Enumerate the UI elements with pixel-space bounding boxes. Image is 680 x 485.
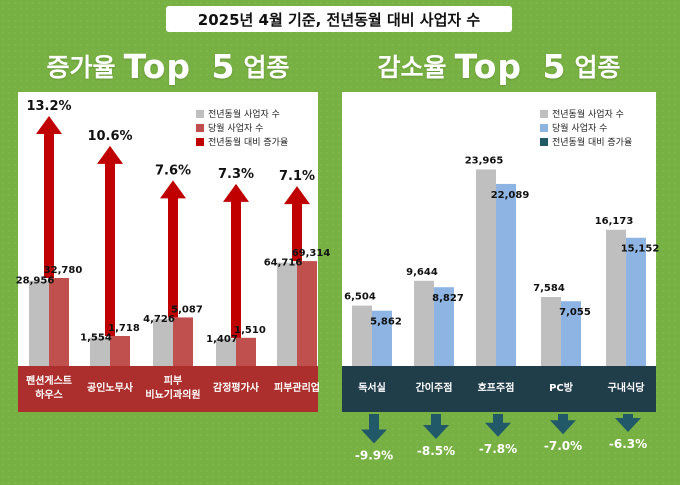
increase-legend-label-1: 당월 사업자 수 — [208, 122, 263, 134]
increase-legend-swatch-1 — [196, 124, 204, 132]
decrease-rate-label: -7.0% — [544, 439, 582, 453]
decrease-category-label: 간이주점 — [416, 381, 453, 394]
increase-legend-label-2: 전년동월 대비 증가율 — [208, 136, 288, 148]
decrease-prev-value-label: 7,584 — [533, 283, 565, 294]
increase-rate-label: 7.6% — [155, 163, 191, 178]
increase-cur-value-label: 1,510 — [234, 325, 266, 336]
increase-title-prefix: 증가율 — [46, 53, 116, 82]
decrease-cur-value-label: 5,862 — [370, 317, 402, 328]
increase-rate-arrow — [223, 183, 249, 338]
decrease-bar-prev — [541, 297, 561, 366]
decrease-bar-cur — [561, 301, 581, 366]
decrease-category-band — [342, 366, 656, 412]
increase-category-label: 피부 비뇨기과의원 — [145, 374, 200, 401]
decrease-rate-arrow — [423, 414, 449, 440]
decrease-bar-cur — [434, 287, 454, 366]
decrease-panel-title: 감소율 Top 5 업종 — [342, 44, 656, 88]
decrease-title-suffix: 업종 — [574, 53, 621, 82]
decrease-category-label: 호프주점 — [478, 381, 515, 394]
increase-bar-prev — [277, 262, 297, 366]
decrease-title-prefix: 감소율 — [377, 53, 447, 82]
increase-cur-value-label: 5,087 — [171, 304, 203, 315]
decrease-category-label: 구내식당 — [608, 381, 646, 394]
decrease-cur-value-label: 15,152 — [621, 244, 660, 255]
decrease-prev-value-label: 6,504 — [344, 292, 376, 303]
decrease-rate-label: -7.8% — [479, 442, 517, 456]
increase-bar-prev — [90, 337, 110, 366]
increase-legend-swatch-2 — [196, 138, 204, 146]
increase-rate-label: 13.2% — [26, 99, 71, 114]
increase-bar-cur — [236, 337, 256, 366]
increase-bar-cur — [49, 277, 69, 366]
increase-prev-value-label: 1,407 — [206, 334, 238, 345]
increase-title-main: Top 5 — [123, 46, 236, 86]
decrease-rate-label: -6.3% — [609, 437, 647, 451]
decrease-legend-label-0: 전년동월 사업자 수 — [552, 108, 624, 120]
decrease-bar-cur — [626, 237, 646, 366]
decrease-rate-arrow — [485, 414, 511, 437]
decrease-rate-label: -9.9% — [355, 449, 393, 463]
increase-bar-prev — [153, 318, 173, 366]
decrease-rate-arrow — [615, 414, 641, 432]
increase-legend-swatch-0 — [196, 110, 204, 118]
increase-rate-arrow — [284, 186, 310, 262]
decrease-prev-value-label: 9,644 — [406, 267, 438, 278]
increase-bar-cur — [173, 317, 193, 366]
decrease-legend-swatch-1 — [540, 124, 548, 132]
increase-rate-label: 10.6% — [87, 129, 132, 144]
increase-bar-prev — [216, 338, 236, 366]
decrease-bar-prev — [606, 229, 626, 366]
increase-rate-label: 7.3% — [218, 167, 254, 182]
page-title: 2025년 4월 기준, 전년동월 대비 사업자 수 — [166, 6, 512, 32]
increase-legend-label-0: 전년동월 사업자 수 — [208, 108, 280, 120]
decrease-legend-swatch-0 — [540, 110, 548, 118]
increase-bar-cur — [110, 335, 130, 366]
increase-cur-value-label: 69,314 — [292, 248, 331, 259]
increase-cur-value-label: 1,718 — [108, 323, 140, 334]
decrease-rate-label: -8.5% — [417, 444, 455, 458]
increase-prev-value-label: 4,726 — [143, 314, 175, 325]
decrease-category-label: PC방 — [549, 381, 574, 394]
decrease-rate-arrow — [361, 414, 387, 444]
increase-prev-value-label: 1,554 — [80, 332, 112, 343]
decrease-title-main: Top 5 — [454, 46, 567, 86]
increase-rate-arrow — [97, 145, 123, 336]
decrease-cur-value-label: 7,055 — [559, 307, 591, 318]
increase-category-label: 펜션게스트 하우스 — [26, 374, 72, 401]
increase-rate-arrow — [160, 180, 186, 318]
increase-bar-cur — [297, 261, 317, 366]
decrease-bar-cur — [372, 310, 392, 366]
decrease-bar-prev — [352, 305, 372, 366]
decrease-cur-value-label: 8,827 — [432, 293, 464, 304]
increase-category-label: 감정평가사 — [213, 381, 260, 394]
decrease-legend-swatch-2 — [540, 138, 548, 146]
decrease-rate-arrow — [550, 414, 576, 435]
increase-panel-title: 증가율 Top 5 업종 — [18, 44, 318, 88]
increase-category-band — [18, 366, 318, 412]
decrease-bar-cur — [496, 183, 516, 366]
increase-prev-value-label: 64,716 — [264, 258, 303, 269]
decrease-prev-value-label: 23,965 — [465, 155, 504, 166]
increase-rate-arrow — [36, 116, 62, 278]
increase-title-suffix: 업종 — [243, 53, 290, 82]
decrease-bar-prev — [414, 280, 434, 366]
increase-cur-value-label: 32,780 — [44, 265, 83, 276]
decrease-cur-value-label: 22,089 — [491, 190, 530, 201]
decrease-legend-label-1: 당월 사업자 수 — [552, 122, 607, 134]
increase-category-label: 공인노무사 — [87, 381, 134, 394]
increase-bar-prev — [29, 280, 49, 366]
decrease-bar-prev — [476, 169, 496, 366]
decrease-category-label: 독서실 — [358, 381, 386, 394]
increase-prev-value-label: 28,956 — [16, 276, 55, 287]
decrease-legend-label-2: 전년동월 대비 증가율 — [552, 136, 632, 148]
decrease-prev-value-label: 16,173 — [595, 216, 634, 227]
increase-category-label: 피부관리업 — [274, 381, 320, 394]
increase-rate-label: 7.1% — [279, 169, 315, 184]
